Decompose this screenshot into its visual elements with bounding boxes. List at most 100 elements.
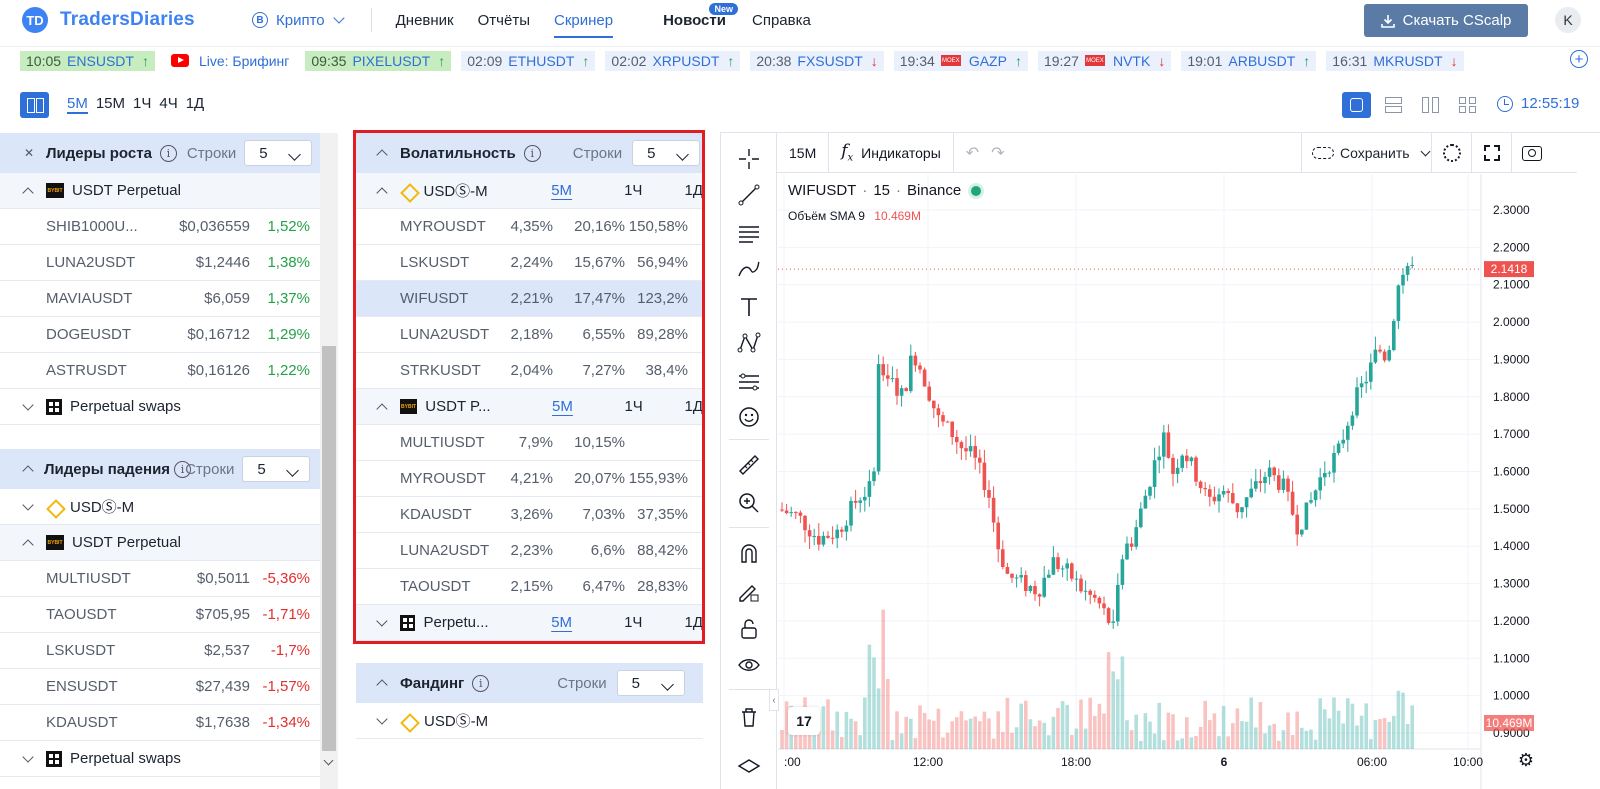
ticker-item[interactable]: 20:38 FXSUSDT ↓ — [750, 50, 884, 71]
table-row[interactable]: STRKUSDT 2,04% 7,27% 38,4% — [356, 353, 703, 389]
group-usds-m[interactable]: USDⓈ-M 5M 1Ч 1Д — [356, 173, 703, 209]
group-usdt-perpetual[interactable]: BYBIT USDT Perpetual — [0, 525, 320, 561]
ruler-icon[interactable] — [735, 451, 763, 479]
ticker-item[interactable]: 19:01 ARBUSDT ↑ — [1181, 50, 1317, 71]
collapse-toolbar-icon[interactable]: ‹ — [769, 689, 779, 711]
tab-tf-5m[interactable]: 5M — [551, 614, 573, 631]
table-row[interactable]: LSKUSDT 2,24% 15,67% 56,94% — [356, 245, 703, 281]
view-columns-icon[interactable] — [1416, 92, 1445, 118]
trash-icon[interactable] — [735, 703, 763, 731]
logo[interactable]: TD TradersDiaries — [22, 7, 222, 33]
nav-reports[interactable]: Отчёты — [477, 11, 530, 29]
chevron-up-icon[interactable] — [376, 149, 388, 161]
fullscreen-button[interactable] — [1471, 133, 1511, 173]
table-row[interactable]: TAOUSDT $705,95 -1,71% — [0, 597, 320, 633]
table-row[interactable]: KDAUSDT 3,26% 7,03% 37,35% — [356, 497, 703, 533]
tab-tf-1h[interactable]: 1Ч — [624, 614, 643, 631]
tab-tf-4h[interactable]: 4Ч — [159, 95, 178, 112]
table-row[interactable]: LUNA2USDT 2,18% 6,55% 89,28% — [356, 317, 703, 353]
funding-rows-select[interactable]: 5 — [616, 670, 685, 696]
ticker-live-briefing[interactable]: Live: Брифинг — [165, 51, 295, 71]
group-usdt-perpetual[interactable]: BYBIT USDT Perpetual — [0, 173, 320, 209]
tradingview-logo[interactable]: 17 — [788, 707, 820, 735]
tab-tf-1h[interactable]: 1Ч — [624, 182, 643, 199]
zoom-in-icon[interactable] — [735, 489, 763, 517]
ticker-item[interactable]: 02:02 XRPUSDT ↑ — [605, 50, 741, 71]
chevron-up-icon[interactable] — [376, 679, 388, 691]
text-tool-icon[interactable] — [735, 293, 763, 321]
ticker-item[interactable]: 09:35 PIXELUSDT ↑ — [305, 50, 452, 71]
nav-screener[interactable]: Скринер — [553, 0, 614, 40]
view-single-icon[interactable] — [1342, 92, 1371, 118]
indicators-button[interactable]: fx Индикаторы — [829, 132, 954, 173]
tab-tf-5m[interactable]: 5M — [67, 95, 88, 114]
layers-icon[interactable] — [735, 753, 763, 781]
group-usdt-perpetual[interactable]: BYBIT USDT P... 5M 1Ч 1Д — [356, 389, 703, 425]
view-rows-icon[interactable] — [1379, 92, 1408, 118]
table-row[interactable]: MYROUSDT 4,35% 20,16% 150,58% — [356, 209, 703, 245]
tab-tf-1d[interactable]: 1Д — [684, 398, 703, 415]
table-row[interactable]: MYROUSDT 4,21% 20,07% 155,93% — [356, 461, 703, 497]
avatar[interactable]: K — [1555, 7, 1581, 33]
tab-tf-5m[interactable]: 5M — [552, 398, 573, 415]
volatility-rows-select[interactable]: 5 — [632, 140, 701, 166]
chart-interval-button[interactable]: 15M — [777, 132, 830, 173]
layout-toggle-icon[interactable] — [20, 92, 49, 118]
redo-icon[interactable]: ↷ — [991, 144, 1005, 162]
download-cscalp-button[interactable]: Скачать CScalp — [1364, 4, 1528, 37]
trend-line-icon[interactable] — [735, 181, 763, 209]
tab-tf-5m[interactable]: 5M — [551, 182, 573, 199]
scrollbar-thumb[interactable] — [322, 346, 336, 751]
tab-tf-1d[interactable]: 1Д — [185, 95, 205, 112]
tab-tf-1h[interactable]: 1Ч — [624, 398, 643, 415]
info-icon[interactable]: i — [174, 460, 192, 478]
tab-tf-1d[interactable]: 1Д — [684, 182, 704, 199]
nav-journal[interactable]: Дневник — [395, 11, 454, 29]
tab-tf-15m[interactable]: 15M — [95, 95, 126, 112]
table-row[interactable]: ASTRUSDT $0,16126 1,22% — [0, 353, 320, 389]
chart-settings-button[interactable] — [1431, 133, 1471, 173]
tab-tf-1d[interactable]: 1Д — [684, 614, 704, 631]
group-perpetual-swaps[interactable]: Perpetual swaps — [0, 741, 320, 777]
table-row[interactable]: MAVIAUSDT $6,059 1,37% — [0, 281, 320, 317]
market-select[interactable]: B Крипто — [252, 12, 345, 29]
left-scrollbar[interactable] — [320, 133, 338, 789]
eye-icon[interactable] — [735, 651, 763, 679]
table-row[interactable]: SHIB1000U... $0,036559 1,52% — [0, 209, 320, 245]
brush-icon[interactable] — [735, 255, 763, 283]
scroll-down-icon[interactable] — [323, 755, 334, 766]
nav-news[interactable]: Новости New — [663, 0, 738, 40]
ticker-item[interactable]: 10:05 ENSUSDT ↑ — [20, 50, 155, 71]
table-row[interactable]: LSKUSDT $2,537 -1,7% — [0, 633, 320, 669]
forecast-tool-icon[interactable] — [735, 367, 763, 395]
info-icon[interactable]: i — [523, 144, 541, 162]
emoji-icon[interactable] — [735, 403, 763, 431]
table-row[interactable]: TAOUSDT 2,15% 6,47% 28,83% — [356, 569, 703, 605]
table-row[interactable]: DOGEUSDT $0,16712 1,29% — [0, 317, 320, 353]
horizontal-lines-icon[interactable] — [735, 219, 763, 247]
tab-tf-1h[interactable]: 1Ч — [133, 95, 152, 112]
info-icon[interactable]: i — [472, 674, 490, 692]
screenshot-button[interactable] — [1511, 133, 1551, 173]
candlestick-chart[interactable]: 2.3000 2.2000 2.1000 2.0000 1.9000 1.8000 1.70… — [778, 174, 1600, 789]
ticker-item[interactable]: 19:27 MOEX NVTK ↓ — [1037, 50, 1172, 71]
losers-rows-select[interactable]: 5 — [242, 456, 311, 482]
group-perpetual-swaps[interactable]: Perpetu... 5M 1Ч 1Д — [356, 605, 703, 641]
add-ticker-icon[interactable]: + — [1570, 50, 1588, 68]
ticker-item[interactable]: 16:31 MKRUSDT ↓ — [1326, 50, 1464, 71]
table-row[interactable]: MULTIUSDT 7,9% 10,15% — [356, 425, 703, 461]
chevron-up-icon[interactable] — [22, 465, 34, 477]
axis-settings-icon[interactable]: ⚙ — [1517, 749, 1535, 770]
undo-icon[interactable]: ↶ — [965, 144, 980, 162]
group-perpetual-swaps[interactable]: Perpetual swaps — [0, 389, 320, 425]
crosshair-icon[interactable] — [735, 145, 763, 173]
table-row[interactable]: MULTIUSDT $0,5011 -5,36% — [0, 561, 320, 597]
view-grid-icon[interactable] — [1453, 92, 1482, 118]
gainers-rows-select[interactable]: 5 — [244, 140, 313, 166]
table-row[interactable]: LUNA2USDT $1,2446 1,38% — [0, 245, 320, 281]
ticker-item[interactable]: 02:09 ETHUSDT ↑ — [461, 50, 596, 71]
lock-drawing-icon[interactable] — [735, 577, 763, 605]
collapse-all-icon[interactable]: ✕ — [24, 146, 35, 160]
info-icon[interactable]: i — [159, 144, 177, 162]
group-usds-m[interactable]: USDⓈ-M — [356, 703, 703, 739]
